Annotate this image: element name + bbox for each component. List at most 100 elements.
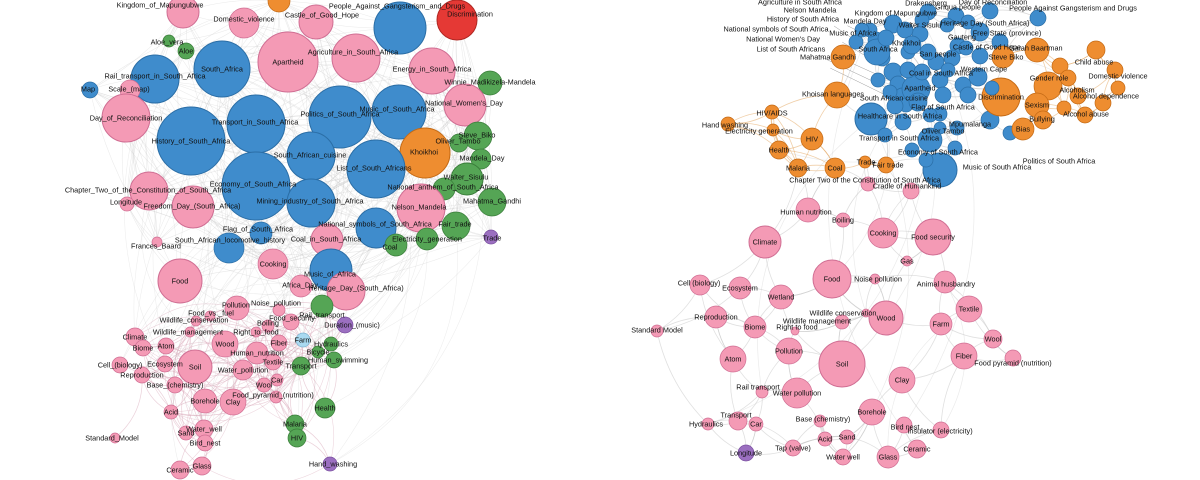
node-label: Hand_washing [309, 460, 357, 469]
node-label: History of South Africa [767, 15, 840, 24]
network-node [287, 428, 307, 448]
edge-line [778, 96, 1002, 163]
node-label: Clay [226, 398, 241, 407]
node-label: South_African_locomotive_history [175, 236, 286, 245]
node-label: HIV/AIDS [756, 109, 787, 118]
network-node [192, 388, 218, 414]
network-node [650, 324, 664, 338]
network-node [314, 397, 336, 419]
node-label: Fair_trade [438, 220, 471, 229]
network-node [483, 229, 499, 245]
network-node [171, 185, 215, 229]
node-label: Nelson Mandela [784, 6, 838, 15]
network-node [289, 274, 313, 298]
network-node [355, 207, 397, 249]
node-label: Fiber [271, 339, 288, 348]
node-label: Steve Biko [989, 53, 1024, 62]
network-node [282, 313, 300, 331]
network-node [134, 339, 152, 357]
network-node [408, 47, 456, 95]
network-node [224, 295, 250, 321]
node-label: Cell (biology) [678, 279, 721, 288]
node-label: Kingdom of Mapungubwe [855, 9, 938, 18]
network-node [919, 43, 937, 61]
node-label: Bird nest [891, 423, 920, 432]
network-node [932, 421, 950, 439]
node-label: Biome [133, 344, 154, 353]
node-label: Alcoholism [1059, 86, 1094, 95]
node-label: Wildlife management [783, 317, 851, 326]
network-node [795, 197, 821, 223]
node-label: History_of_South_Africa [152, 137, 232, 146]
node-label: Trade [857, 158, 876, 167]
network-node [748, 225, 782, 259]
network-node [1106, 61, 1124, 79]
node-label: Climate [753, 238, 778, 247]
network-node [860, 176, 876, 192]
network-node [914, 12, 930, 28]
network-node [163, 404, 179, 420]
node-label: South_Africa [201, 65, 244, 74]
node-label: Health [314, 404, 335, 413]
edge-line [89, 89, 158, 243]
node-label: Chapter Two of the Constitution of South… [789, 176, 942, 185]
node-label: Bicycle [306, 348, 329, 357]
node-label: Acid [164, 408, 178, 417]
node-label: Wildlife_management [153, 328, 223, 337]
network-node [902, 182, 920, 200]
network-node [960, 14, 976, 30]
network-node [156, 106, 226, 176]
node-label: People_Against_Gangsterism_and_Drugs [329, 2, 466, 11]
node-label: Car [271, 376, 283, 385]
node-label: Right_to_food [233, 328, 278, 337]
network-node [166, 0, 200, 29]
network-node [336, 316, 354, 334]
node-label: List_of_South_Africans [336, 164, 411, 173]
node-label: Sarah Baartman [1009, 44, 1062, 53]
node-label: Kingdom_of_Mapungubwe [117, 1, 204, 10]
edge-line [278, 0, 458, 23]
network-node [877, 127, 893, 143]
node-label: Food [824, 275, 841, 284]
network-node [959, 86, 977, 104]
node-label: Food pyramid (nutrition) [974, 359, 1051, 368]
edge-line [126, 203, 346, 327]
node-label: Mining_industry_of_South_Africa [256, 197, 364, 206]
network-node [1004, 349, 1022, 367]
node-label: Transport_in_South_Africa [212, 118, 299, 127]
network-node [818, 340, 866, 388]
network-node [812, 259, 852, 299]
node-label: Hydraulics [314, 340, 348, 349]
network-node [813, 414, 827, 428]
node-label: Africa_Day [282, 281, 318, 290]
network-node [908, 92, 928, 112]
node-label: Castle_of_Good_Hope [285, 11, 359, 20]
node-label: Mpumalanga [949, 120, 992, 129]
network-node [308, 85, 372, 149]
network-node [311, 345, 325, 359]
edge-line [89, 0, 280, 91]
node-label: Griqua people [935, 3, 981, 12]
network-node [184, 326, 196, 338]
node-label: Sexism [1025, 101, 1049, 110]
node-label: South Africa [858, 45, 898, 54]
node-label: Transport in South Africa [859, 134, 940, 143]
node-label: Child abuse [1075, 58, 1114, 67]
network-node [719, 345, 747, 373]
node-label: Soil [836, 360, 849, 369]
network-node [854, 22, 870, 38]
network-node [764, 104, 780, 120]
edge-line [707, 159, 927, 425]
node-label: Malaria [786, 164, 811, 173]
node-label: Aloe [179, 47, 194, 56]
network-node [781, 377, 813, 409]
network-node [177, 349, 213, 385]
network-node [1011, 117, 1035, 141]
edge-line [209, 239, 328, 317]
network-node [877, 29, 895, 47]
node-label: Politics_of_South_Africa [300, 110, 380, 119]
node-label: Coal [827, 164, 842, 173]
network-node [190, 315, 202, 327]
node-label: Western Cape [961, 65, 1008, 74]
network-node [907, 439, 927, 459]
